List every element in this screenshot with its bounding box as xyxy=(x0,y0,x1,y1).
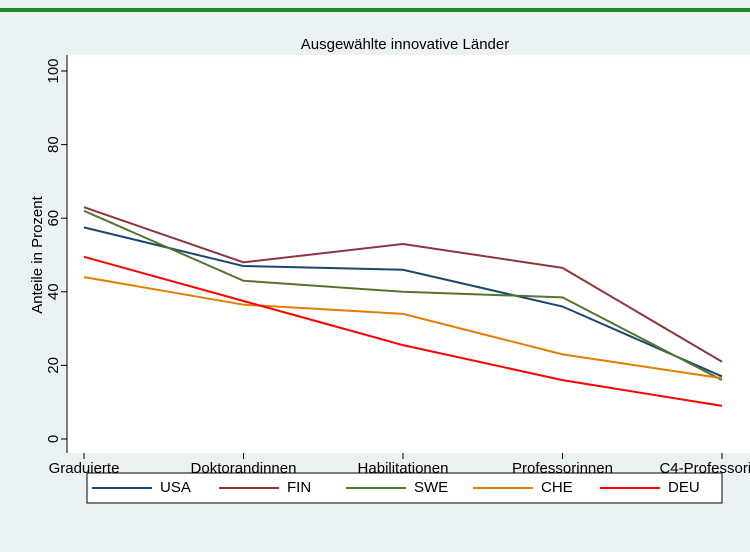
top-bar xyxy=(0,8,750,12)
y-tick-label: 80 xyxy=(45,136,62,153)
x-tick-label: Doktorandinnen xyxy=(191,460,297,477)
series-line xyxy=(83,226,723,378)
y-tick-label: 40 xyxy=(45,283,62,300)
y-tick-label: 20 xyxy=(45,357,62,374)
legend-label: CHE xyxy=(541,479,573,496)
y-tick-label: 0 xyxy=(45,435,62,443)
x-tick-label: Professorinnen xyxy=(512,460,613,477)
legend-label: FIN xyxy=(287,479,311,496)
legend-label: SWE xyxy=(414,479,448,496)
chart-title: Ausgewählte innovative Länder xyxy=(301,36,509,53)
x-tick-label: Graduierte xyxy=(49,460,120,477)
y-axis-label: Anteile in Prozent xyxy=(29,195,46,313)
y-tick-label: 100 xyxy=(45,58,62,83)
legend-label: DEU xyxy=(668,479,700,496)
legend-label: USA xyxy=(160,479,191,496)
x-tick-label: C4-Professorinnen xyxy=(659,460,750,477)
series-line xyxy=(83,276,723,380)
series-line xyxy=(83,255,723,407)
series-line xyxy=(83,209,723,382)
x-tick-label: Habilitationen xyxy=(358,460,449,477)
y-tick-label: 60 xyxy=(45,210,62,227)
series-line xyxy=(83,206,723,363)
